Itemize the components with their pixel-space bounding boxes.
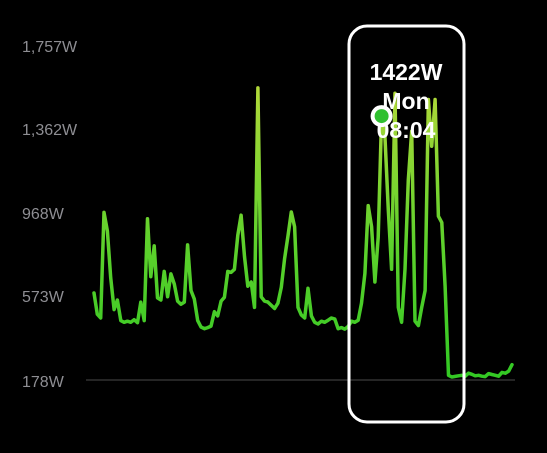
y-tick-label: 1,757W [22,39,78,56]
power-series-line [92,86,514,379]
y-tick-label: 573W [22,289,65,306]
y-tick-label: 178W [22,374,65,391]
y-tick-label: 1,362W [22,122,78,139]
marker-dot [374,109,389,124]
tooltip-value: 1422W [370,59,443,85]
y-tick-label: 968W [22,206,65,223]
selection-highlight-box[interactable] [347,24,466,424]
value-tooltip: 1422W Mon 08:04 [370,59,443,143]
y-axis-labels: 1,757W 1,362W 968W 573W 178W [22,39,78,391]
selected-point-marker[interactable] [370,105,393,128]
